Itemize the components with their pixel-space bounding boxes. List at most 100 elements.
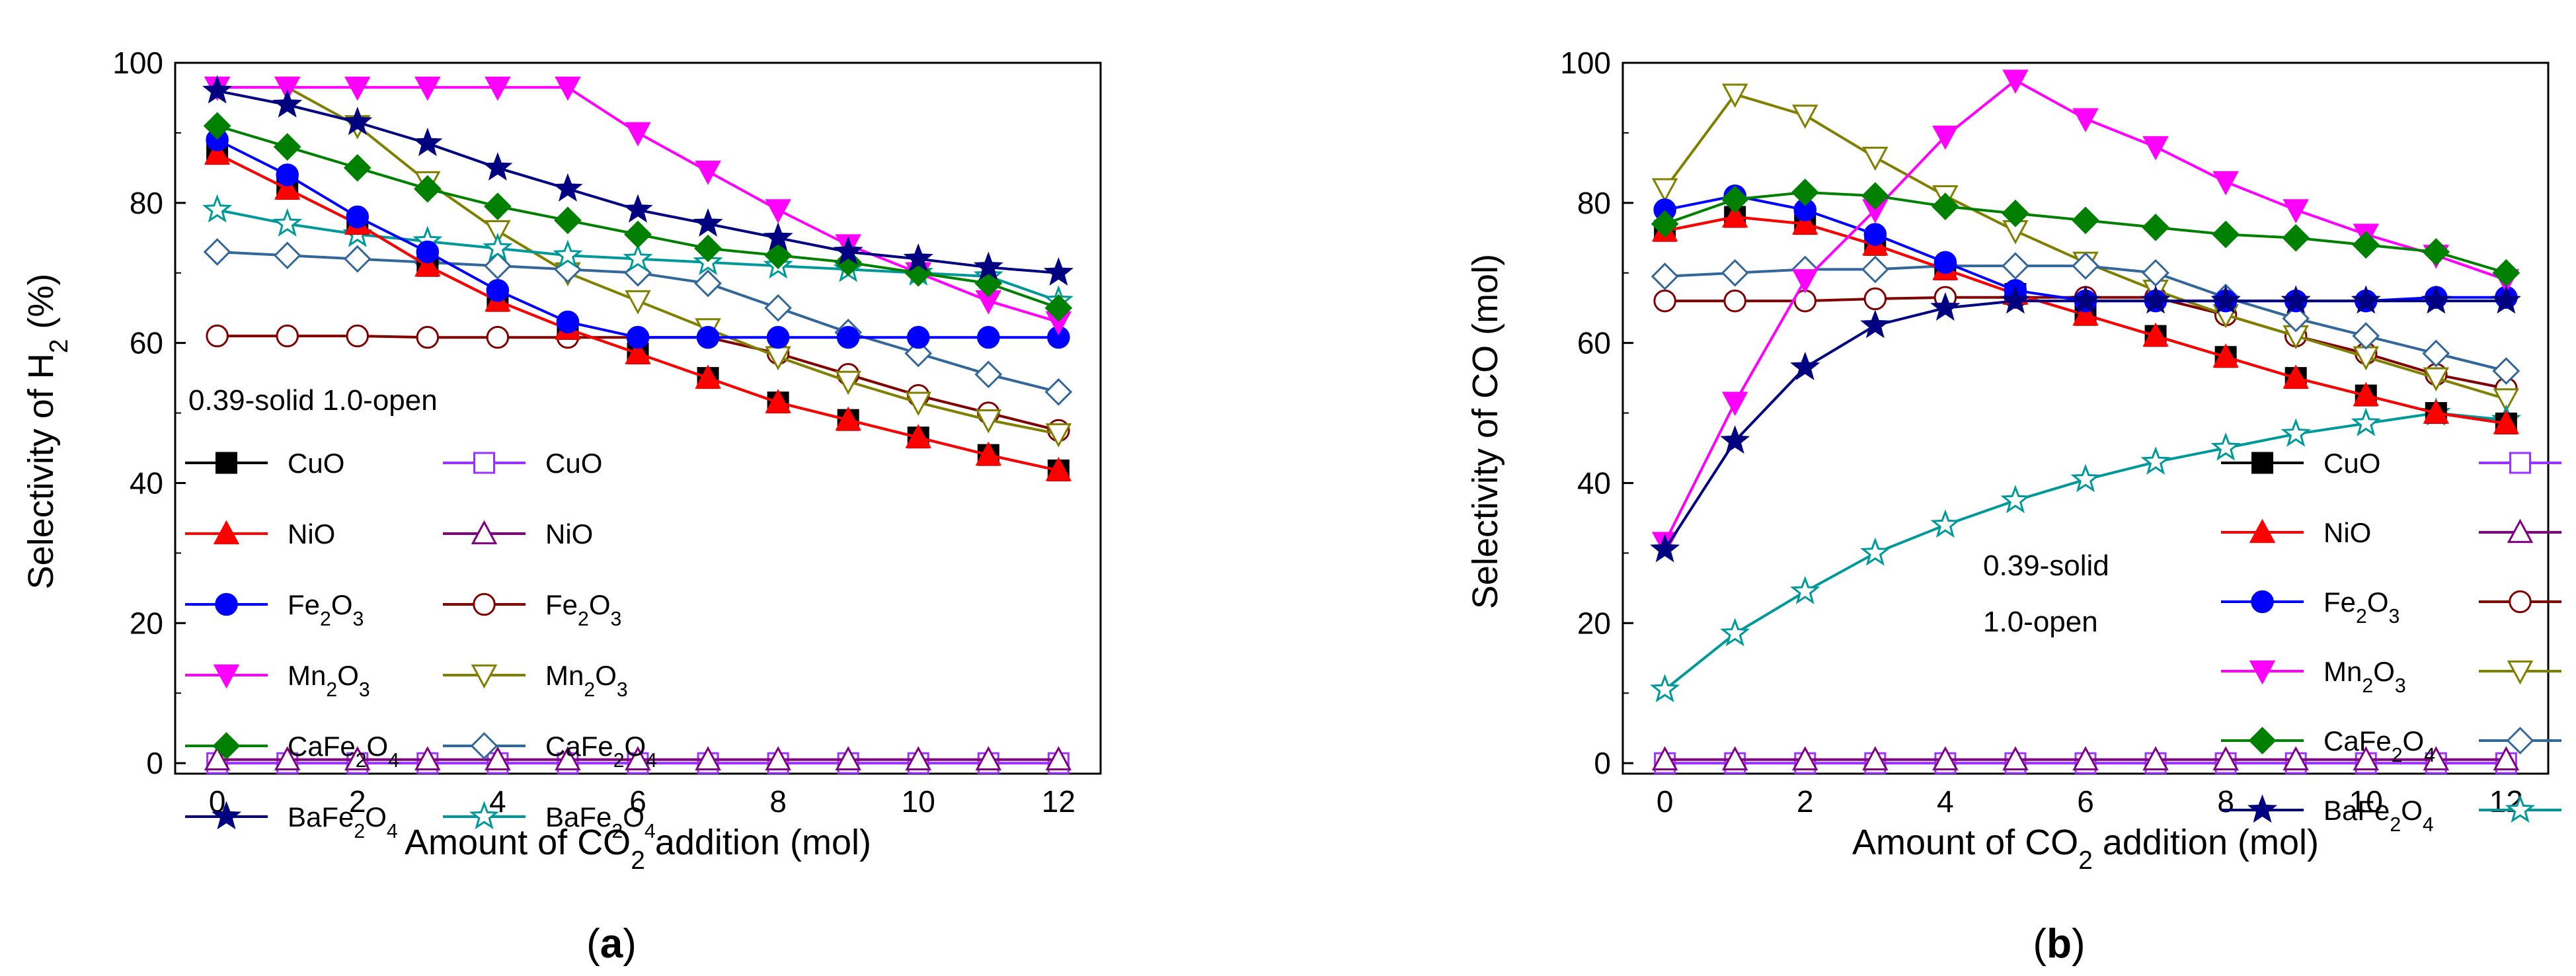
panel-b-legend-entry-nio-solid-marker [2249, 518, 2276, 544]
panel-b-series-nio-open-point [2493, 746, 2520, 770]
panel-b-series-bafe2o4-open-point [2070, 464, 2101, 493]
panel-b-legend-entry-bafe2o4-open-marker [2505, 794, 2536, 823]
panel-a-series-fe2o3-solid-point [906, 325, 930, 349]
panel-b-series-mn2o3-solid-point [2212, 171, 2239, 196]
panel-b-series-nio-solid-point [2212, 343, 2239, 368]
panel-b-series-cafe2o4-open-point [2422, 339, 2450, 368]
panel-b-series-nio-open-point [1721, 746, 1748, 770]
panel-b-x-tick-label: 0 [1657, 784, 1674, 819]
panel-a-series-nio-solid-point [274, 175, 301, 200]
panel-b-series-bafe2o4-open-point [1790, 575, 1820, 604]
panel-b-series-cafe2o4-solid-point [2142, 214, 2169, 241]
panel-b-series-nio-solid-point [2072, 301, 2099, 326]
panel-b-series-mn2o3-open-point [1862, 146, 1889, 171]
panel-a-legend-entry-mn2o3-solid: Mn2O3 [185, 660, 370, 701]
panel-a-series-fe2o3-solid-point [556, 310, 580, 334]
panel-b-series-nio-open-point [1932, 746, 1959, 770]
panel-b-x-tick-label: 2 [1797, 784, 1814, 819]
panel-b-legend-entry-nio-open-marker [2507, 518, 2534, 544]
panel-b-series-bafe2o4-solid-point [2070, 285, 2101, 314]
panel-a-series-fe2o3-solid [206, 128, 1070, 349]
panel-b-series-cafe2o4-solid-point [1791, 179, 1819, 206]
panel-a-series-bafe2o4-open-point [202, 194, 233, 223]
panel-b-series-nio-open-point [2072, 746, 2099, 770]
panel-a-series-mn2o3-open-point [905, 391, 932, 417]
panel-a-legend-entry-fe2o3-solid-marker [215, 592, 238, 616]
panel-b-series-nio-open-point [2283, 746, 2309, 770]
panel-a-legend-entry-nio-solid-label: NiO [288, 518, 335, 549]
panel-a-series-cafe2o4-solid-point [764, 241, 792, 270]
panel-b-legend-entry-fe2o3-open-marker [2509, 590, 2532, 614]
panel-a-y-tick-label: 60 [130, 326, 163, 360]
panel-a-series-nio-solid-point [695, 364, 721, 389]
panel-a-legend-entry-nio-solid-marker [213, 520, 240, 545]
panel-a-legend-entry-fe2o3-open-marker [473, 592, 496, 616]
panel-b-series-mn2o3-open-point [1791, 104, 1818, 129]
panel-b-legend-entry-cuo-solid-marker [2251, 452, 2273, 474]
panel-b-legend-entry-fe2o3-solid-label: Fe2O3 [2323, 587, 2400, 628]
panel-a-series-bafe2o4-solid-point [202, 75, 233, 104]
panel-b-series-mn2o3-open-point [1651, 178, 1678, 203]
panel-a-legend-entry-nio-open-label: NiO [545, 518, 593, 549]
panel-a-series-cafe2o4-open-point [904, 339, 933, 368]
panel-b-series-bafe2o4-open [1650, 397, 2521, 703]
panel-a-series-nio-open-point [274, 746, 301, 770]
panel-b-series-bafe2o4-open-point [2000, 485, 2031, 514]
panel-a-legend-entry-mn2o3-open-label: Mn2O3 [545, 660, 628, 701]
panel-a-legend-entry-nio-open: NiO [443, 518, 593, 549]
panel-b-series-nio-open-point [2142, 746, 2169, 770]
panel-b-series-cafe2o4-solid-point [2352, 231, 2380, 259]
panel-b-series-bafe2o4-open-point [1720, 618, 1750, 647]
panel-a-legend-entry-mn2o3-solid-label: Mn2O3 [288, 660, 370, 701]
panel-a-series-fe2o3-solid-point [977, 325, 1000, 349]
panel-a-series-mn2o3-solid-point [485, 76, 511, 101]
panel-a-legend-entry-cafe2o4-open-marker [470, 732, 498, 760]
panel-a-legend-entry-nio-open-marker [471, 520, 498, 545]
panel-a-series-cafe2o4-solid-point [273, 133, 301, 161]
panel-b-legend-entry-cuo-solid-label: CuO [2323, 448, 2380, 479]
panel-a-legend: 0.39-solid 1.0-open CuO CuO NiO NiO Fe2O3 Fe2O… [185, 384, 657, 842]
panel-a-series-bafe2o4-open-point [483, 232, 513, 261]
panel-b-legend-entry-mn2o3-open-marker [2507, 660, 2534, 685]
panel-a-series-bafe2o4-open-point [553, 239, 583, 268]
panel-a-series-nio-open-point [695, 746, 721, 770]
panel-b-series-nio-solid-point [2353, 382, 2380, 407]
panel-b-legend-entry-nio-open: NiO [2479, 518, 2561, 544]
panel-b-series-bafe2o4-solid-point [1860, 309, 1891, 339]
panel-b-series-cafe2o4-solid-point [2492, 259, 2520, 287]
panel-a-legend-entry-cuo-open: CuO [443, 448, 602, 479]
panel-a-series-nio-open-point [625, 746, 651, 770]
panel-b-y-tick-label: 100 [1560, 46, 1611, 80]
panel-a-series-nio-open-point [485, 746, 511, 770]
panel-a-series-mn2o3-open-point [975, 409, 1002, 434]
panel-a-series-nio-solid-point [905, 424, 932, 448]
panel-b-legend-entry-cafe2o4-open: CaFe2O4 [2479, 727, 2561, 754]
panel-a-series-fe2o3-solid-point [486, 278, 510, 302]
panel-b-series-bafe2o4-solid-point [2351, 285, 2381, 314]
panel-b-legend-entry-bafe2o4-solid: BaFe2O4 [2221, 794, 2434, 836]
panel-a-series-bafe2o4-solid [202, 75, 1073, 286]
panel-b-series-bafe2o4-open-point [1650, 674, 1680, 703]
panel-a-series-nio-solid-point [1045, 456, 1072, 481]
panel-a-series-fe2o3-open-point [206, 324, 229, 348]
panel-a-legend-entry-mn2o3-open-marker [471, 664, 498, 689]
panel-b-legend-entry-cuo-solid: CuO [2221, 448, 2380, 479]
panel-a-legend-entry-cuo-solid-label: CuO [288, 448, 344, 479]
panel-a-series-fe2o3-open-point [276, 324, 299, 348]
panel-b-series-fe2o3-open-point [1653, 289, 1676, 313]
panel-b-series-cafe2o4-solid-point [2422, 238, 2450, 266]
panel-b-series-fe2o3-open-point [1723, 289, 1746, 313]
panel-a-series-cafe2o4-solid-point [554, 206, 582, 235]
panel-a-legend-entry-cuo-solid-marker [215, 452, 237, 474]
panel-b-series-mn2o3-solid-point [2002, 69, 2029, 94]
panel-b-legend-entry-bafe2o4-solid-marker [2247, 794, 2278, 823]
panel-a-series-fe2o3-open-point [346, 324, 370, 348]
panel-b-series-mn2o3-solid-point [2072, 108, 2099, 133]
panel-a-legend-entry-cuo-open-marker [473, 452, 495, 474]
panel-b-series-bafe2o4-solid-point [2140, 285, 2171, 314]
panel-a-series-mn2o3-solid-point [625, 122, 651, 147]
panel-a-series-nio-solid-point [204, 140, 231, 165]
panel-b-series-bafe2o4-open-point [2210, 432, 2241, 461]
panel-a-series-fe2o3-open-point [486, 325, 510, 349]
